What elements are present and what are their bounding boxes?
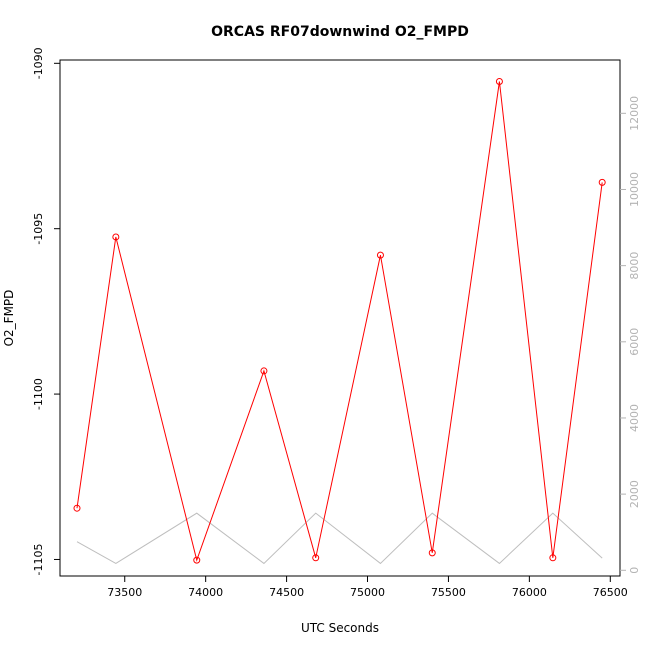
y-tick-label: -1090 <box>32 47 45 79</box>
data-point <box>376 251 384 259</box>
series-layer <box>73 78 606 565</box>
data-point <box>598 178 606 186</box>
chart-title: ORCAS RF07downwind O2_FMPD <box>211 24 469 40</box>
y2-axis-right: 0 2000 4000 6000 8000 10000 12000 <box>620 96 641 574</box>
x-tick-label: 74000 <box>188 586 223 599</box>
data-point <box>260 367 268 375</box>
series-line-left-axis <box>76 81 603 562</box>
y2-tick-label: 6000 <box>628 328 641 356</box>
y-tick-label: -1105 <box>32 543 45 575</box>
y2-tick-label: 10000 <box>628 172 641 207</box>
plot-frame <box>59 59 621 577</box>
data-point <box>112 233 120 241</box>
x-tick-label: 75500 <box>431 586 466 599</box>
data-point <box>312 554 320 562</box>
y2-tick-label: 2000 <box>628 480 641 508</box>
y2-tick-label: 12000 <box>628 96 641 131</box>
data-point <box>428 549 436 557</box>
y-axis: -1105 -1100 -1095 -1090 <box>32 47 60 575</box>
series-line-right-axis <box>76 512 603 565</box>
data-point <box>495 78 503 85</box>
data-point <box>73 504 81 512</box>
data-point <box>549 554 557 562</box>
y-tick-label: -1100 <box>32 378 45 410</box>
x-tick-label: 73500 <box>107 586 142 599</box>
x-tick-label: 75000 <box>350 586 385 599</box>
y2-tick-label: 0 <box>628 567 641 574</box>
y2-tick-label: 8000 <box>628 252 641 280</box>
y2-tick-label: 4000 <box>628 404 641 432</box>
x-axis: 73500 74000 74500 75000 75500 76000 76500 <box>107 576 628 599</box>
x-tick-label: 76000 <box>512 586 547 599</box>
x-tick-label: 76500 <box>593 586 628 599</box>
x-tick-label: 74500 <box>269 586 304 599</box>
x-axis-label: UTC Seconds <box>301 621 379 635</box>
y-axis-label: O2_FMPD <box>2 290 16 347</box>
y-tick-label: -1095 <box>32 213 45 245</box>
data-point <box>193 556 201 564</box>
